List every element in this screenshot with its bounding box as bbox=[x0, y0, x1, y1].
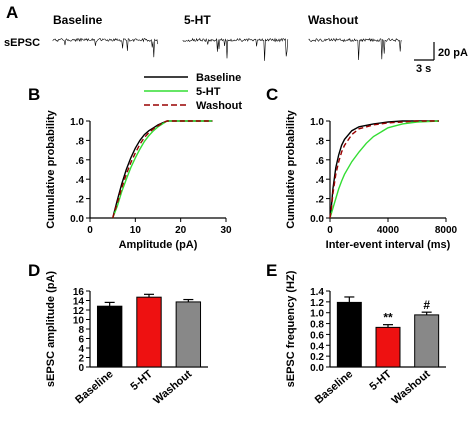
y-tick-label: 0.2 bbox=[310, 352, 324, 363]
y-tick-label: 1.0 bbox=[310, 309, 324, 320]
panel-letter-c: C bbox=[266, 85, 278, 104]
series-line-5-ht bbox=[329, 120, 439, 219]
bar-baseline bbox=[336, 301, 362, 368]
y-tick-label: 10 bbox=[73, 316, 85, 327]
y-tick-label: 0.6 bbox=[310, 330, 324, 341]
bar-5-ht bbox=[136, 296, 162, 368]
bar-5-ht bbox=[375, 326, 401, 368]
y-tick-label: 0.0 bbox=[70, 214, 84, 225]
x-category-label-washout: Washout bbox=[390, 368, 433, 407]
chart-b-amplitude-cdf: 0.0 .2 .4 .6 .8 1.0 0 10 20 30 Amplitude (pA) Cumul… bbox=[45, 109, 232, 251]
y-tick-label: 0.8 bbox=[310, 320, 324, 331]
x-tick-label: 4000 bbox=[377, 225, 400, 236]
x-tick-label: 0 bbox=[327, 225, 333, 236]
y-tick-label: .6 bbox=[76, 156, 85, 167]
x-category-label-5-ht: 5-HT bbox=[128, 368, 155, 393]
y-tick-label: 6 bbox=[78, 335, 84, 346]
trace-label-washout: Washout bbox=[308, 13, 358, 27]
legend-label-baseline: Baseline bbox=[196, 72, 241, 84]
y-tick-label: .6 bbox=[316, 156, 325, 167]
y-tick-label: .2 bbox=[316, 195, 325, 206]
y-tick-label: .2 bbox=[76, 195, 85, 206]
x-tick-label: 8000 bbox=[435, 225, 458, 236]
x-category-label-5-ht: 5-HT bbox=[367, 368, 394, 393]
panel-letter-b: B bbox=[28, 85, 40, 104]
trace-baseline bbox=[52, 37, 159, 58]
y-tick-label: 0.0 bbox=[310, 363, 324, 374]
panel-letter-e: E bbox=[266, 261, 277, 280]
x-axis-label: Inter-event interval (ms) bbox=[326, 239, 451, 251]
legend-label-5ht: 5-HT bbox=[196, 86, 221, 98]
y-tick-label: 2 bbox=[78, 354, 84, 365]
chart-e-frequency-bars: 0.00.20.40.60.81.01.21.4 sEPSC frequency … bbox=[285, 270, 446, 407]
trace-label-baseline: Baseline bbox=[53, 13, 103, 27]
y-tick-label: 1.2 bbox=[310, 298, 324, 309]
trace-path bbox=[182, 37, 289, 61]
x-tick-label: 0 bbox=[87, 225, 93, 236]
chart-c-interval-cdf: 0.0 .2 .4 .6 .8 1.0 0 4000 8000 Inter-event inter… bbox=[285, 109, 458, 251]
y-tick-label: 1.0 bbox=[310, 117, 324, 128]
panel-letter-d: D bbox=[28, 261, 40, 280]
y-tick-label: 0.4 bbox=[310, 341, 324, 352]
scale-y-label: 20 pA bbox=[438, 47, 468, 59]
y-tick-label: 16 bbox=[73, 287, 85, 298]
trace-path bbox=[52, 37, 159, 58]
trace-path bbox=[308, 37, 402, 61]
y-axis-label: Cumulative probability bbox=[45, 109, 57, 228]
y-axis-label: sEPSC frequency (HZ) bbox=[285, 270, 297, 387]
bar-washout bbox=[175, 301, 202, 368]
y-tick-label: 4 bbox=[78, 344, 84, 355]
scale-bar bbox=[414, 42, 435, 61]
significance-mark-washout: # bbox=[423, 298, 430, 312]
x-tick-label: 30 bbox=[220, 225, 232, 236]
bar-washout bbox=[414, 314, 440, 368]
trace-label-5ht: 5-HT bbox=[184, 13, 211, 27]
bar-baseline bbox=[96, 305, 123, 368]
trace-5ht bbox=[182, 37, 289, 61]
panel-letter-a: A bbox=[6, 3, 18, 22]
y-tick-label: 1.0 bbox=[70, 117, 84, 128]
x-category-label-washout: Washout bbox=[151, 368, 194, 407]
significance-mark-5-ht: ** bbox=[383, 311, 393, 325]
y-tick-label: 1.4 bbox=[310, 287, 324, 298]
y-tick-label: 14 bbox=[73, 297, 85, 308]
y-tick-label: 8 bbox=[78, 325, 84, 336]
y-axis-label: sEPSC amplitude (pA) bbox=[45, 271, 57, 387]
series-line-baseline bbox=[329, 120, 439, 219]
trace-washout bbox=[308, 37, 402, 61]
legend-label-washout: Washout bbox=[196, 100, 242, 112]
sepsc-row-label: sEPSC bbox=[4, 37, 40, 49]
y-tick-label: 12 bbox=[73, 306, 85, 317]
x-tick-label: 10 bbox=[130, 225, 142, 236]
y-tick-label: 0.0 bbox=[310, 214, 324, 225]
legend: Baseline 5-HT Washout bbox=[144, 72, 242, 112]
y-tick-label: .4 bbox=[316, 175, 325, 186]
series-line-washout bbox=[329, 120, 439, 219]
y-tick-label: .8 bbox=[76, 136, 85, 147]
series-line-washout bbox=[112, 120, 213, 219]
y-tick-label: 0 bbox=[78, 363, 84, 374]
x-tick-label: 20 bbox=[175, 225, 187, 236]
y-axis-label: Cumulative probability bbox=[285, 109, 297, 228]
y-tick-label: .8 bbox=[316, 136, 325, 147]
scale-x-label: 3 s bbox=[416, 63, 431, 75]
y-tick-label: .4 bbox=[76, 175, 85, 186]
x-axis-label: Amplitude (pA) bbox=[119, 239, 198, 251]
